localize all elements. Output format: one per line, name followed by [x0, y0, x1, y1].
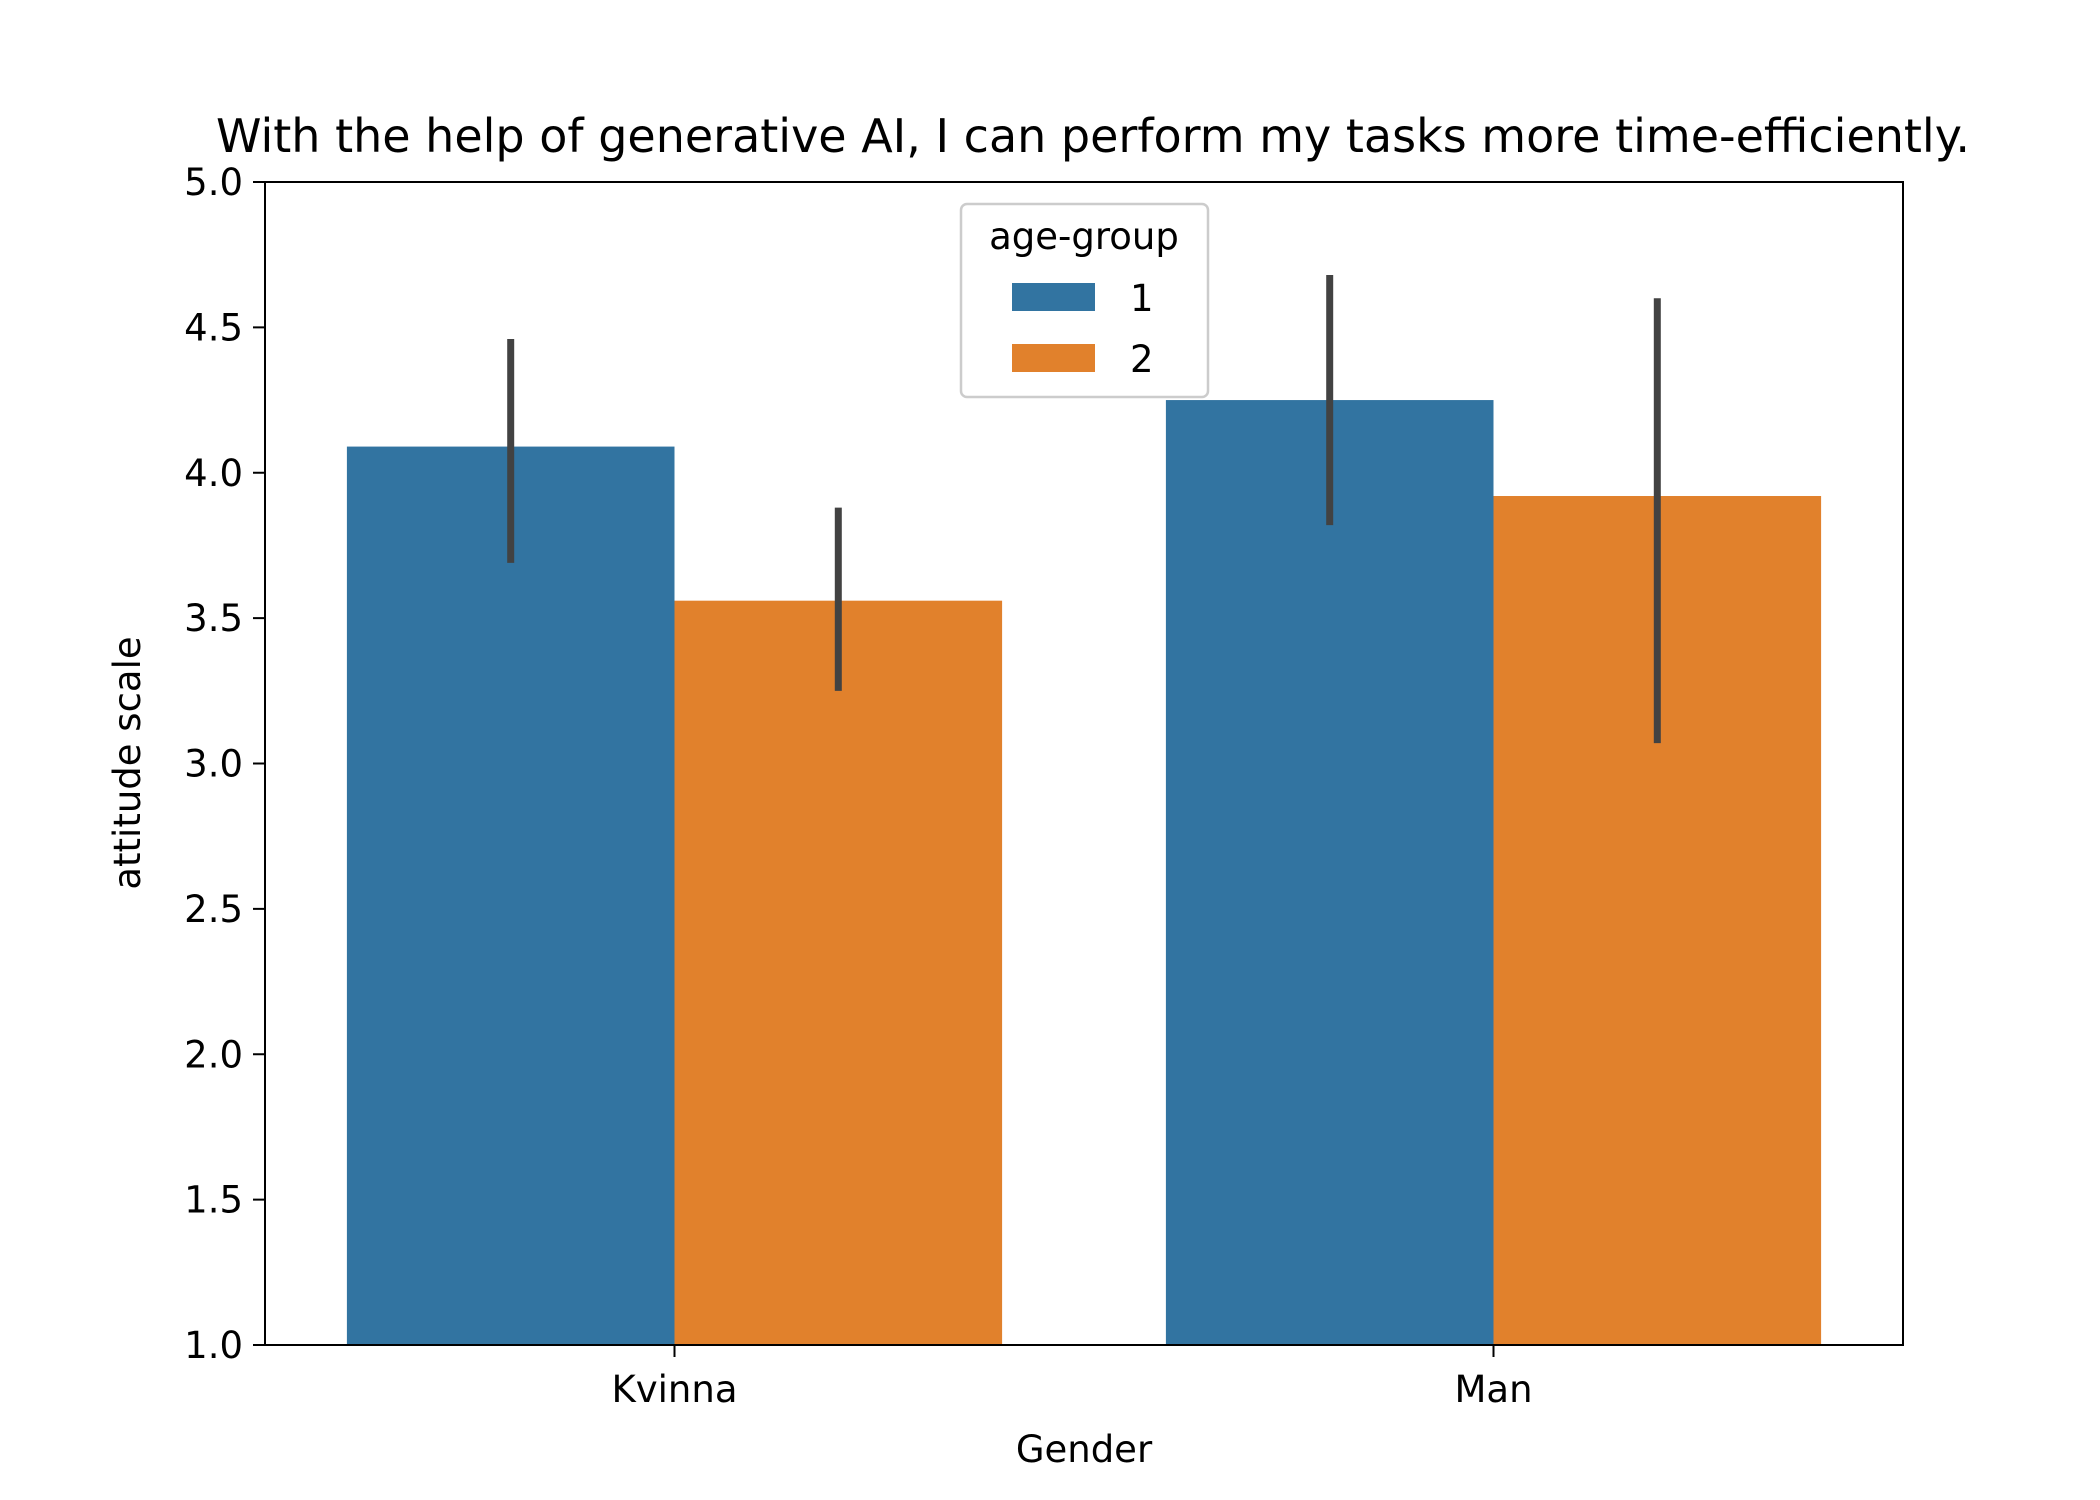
chart-title: With the help of generative AI, I can pe…	[216, 109, 1970, 163]
y-tick-label-3.5: 3.5	[184, 597, 243, 640]
y-tick-label-3.0: 3.0	[184, 743, 243, 786]
bar-kvinna-age-group-1	[346, 446, 675, 1345]
x-axis: Kvinna Man	[611, 1345, 1533, 1411]
error-bars-group	[507, 275, 1661, 744]
y-tick-label-2.0: 2.0	[184, 1033, 243, 1076]
legend-label-2: 2	[1130, 338, 1154, 381]
bar-man-age-group-1	[1165, 400, 1494, 1345]
y-axis: 1.0 1.5 2.0 2.5 3.0 3.5 4.0 4.5 5.0	[184, 161, 265, 1367]
y-tick-label-2.5: 2.5	[184, 888, 243, 931]
legend: age-group 1 2	[959, 202, 1210, 399]
legend-swatch-2	[1012, 344, 1095, 372]
y-tick-label-5.0: 5.0	[184, 161, 243, 204]
y-tick-label-4.5: 4.5	[184, 306, 243, 349]
x-tick-label-kvinna: Kvinna	[611, 1368, 737, 1411]
x-tick-label-man: Man	[1454, 1368, 1532, 1411]
legend-label-1: 1	[1130, 277, 1154, 320]
x-axis-label: Gender	[1016, 1428, 1153, 1471]
legend-swatch-1	[1012, 283, 1095, 311]
y-tick-label-1.0: 1.0	[184, 1324, 243, 1367]
y-tick-label-1.5: 1.5	[184, 1179, 243, 1222]
y-tick-label-4.0: 4.0	[184, 452, 243, 495]
bars-group	[346, 400, 1822, 1345]
y-axis-label: attitude scale	[106, 636, 149, 889]
legend-title: age-group	[989, 215, 1179, 258]
bar-kvinna-age-group-2	[674, 600, 1003, 1345]
